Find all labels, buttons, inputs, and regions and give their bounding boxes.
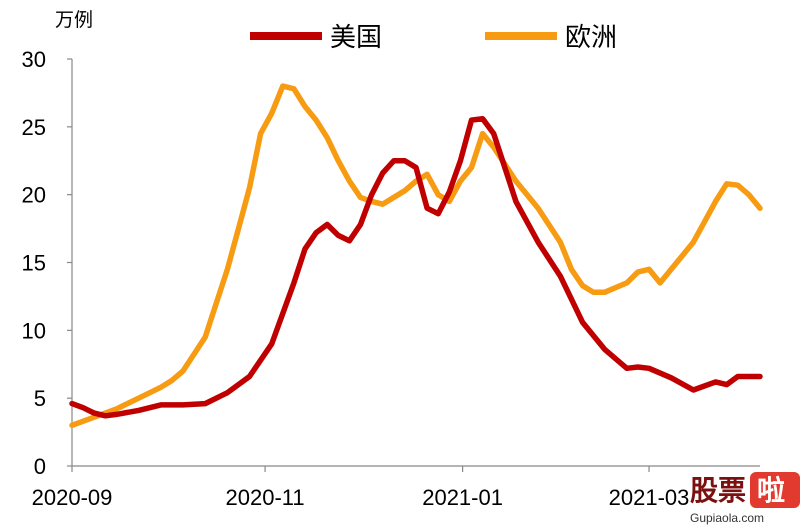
y-tick-label: 20 [22, 183, 46, 208]
y-tick-label: 30 [22, 47, 46, 72]
y-tick-label: 5 [34, 386, 46, 411]
x-tick-label: 2021-01 [422, 485, 503, 510]
x-tick-label: 2020-09 [32, 485, 113, 510]
legend: 美国 欧洲 [250, 23, 617, 53]
series-layer [69, 83, 763, 429]
series-line-eu [69, 83, 763, 429]
y-tick-label: 0 [34, 454, 46, 479]
y-tick-label: 15 [22, 251, 46, 276]
legend-label-us: 美国 [330, 23, 382, 53]
x-tick-label: 2020-11 [226, 485, 305, 510]
watermark-text-1: 股票 [690, 474, 746, 507]
legend-label-eu: 欧洲 [565, 23, 617, 53]
y-unit-label: 万例 [55, 9, 93, 31]
watermark-badge [750, 472, 800, 508]
watermark-logo: 股票 啦 Gupiaola.com [690, 472, 800, 525]
y-tick-label: 10 [22, 318, 46, 343]
x-tick-label: 2021-03 [609, 485, 690, 510]
watermark-text-2: 啦 [757, 474, 785, 507]
y-tick-label: 25 [22, 115, 46, 140]
watermark-url: Gupiaola.com [690, 511, 764, 525]
series-line-us [69, 115, 763, 419]
axes: 0 5 10 15 20 25 30 2020-09 2020-11 2021-01 2021-03 [22, 47, 760, 510]
